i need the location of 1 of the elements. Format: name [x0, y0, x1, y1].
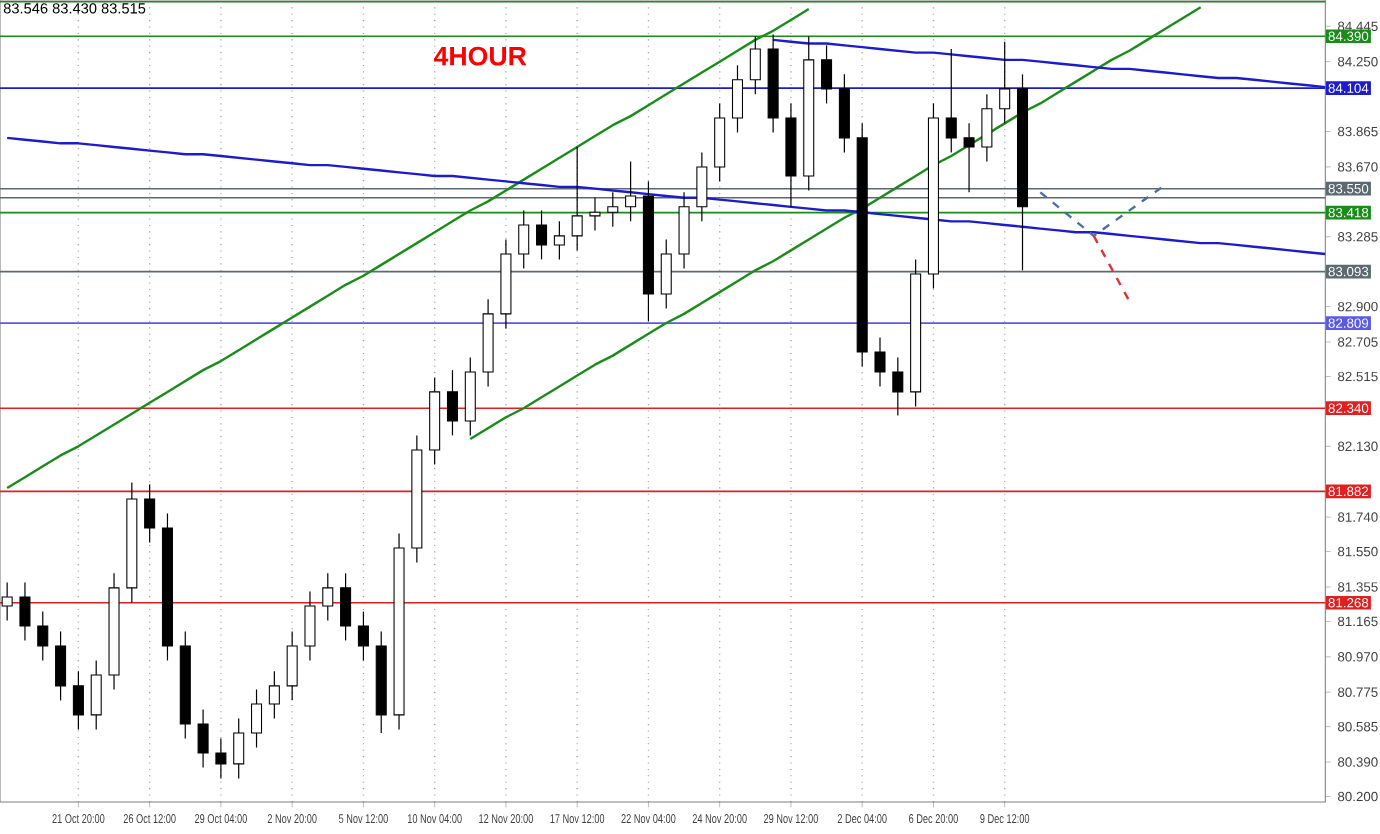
text: 4HOUR: [433, 46, 527, 66]
